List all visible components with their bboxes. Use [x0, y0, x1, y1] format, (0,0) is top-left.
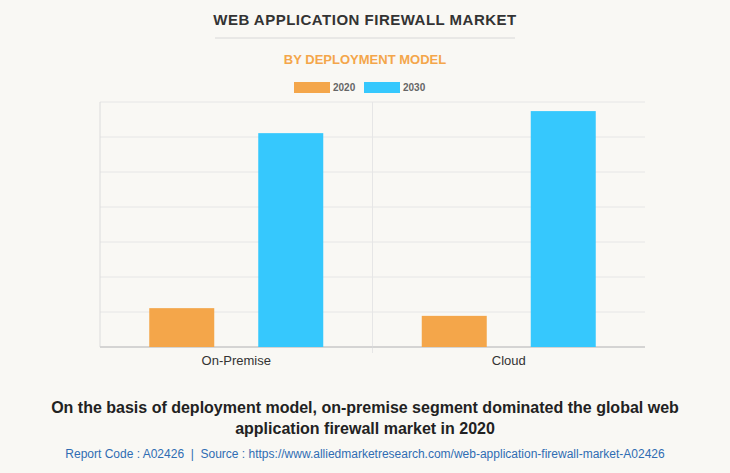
subtitle: BY DEPLOYMENT MODEL	[284, 52, 446, 67]
legend-swatch	[364, 82, 400, 93]
title-rule	[215, 38, 515, 39]
legend-label: 2030	[403, 82, 426, 93]
title: WEB APPLICATION FIREWALL MARKET	[213, 11, 517, 28]
caption: On the basis of deployment model, on-pre…	[40, 397, 690, 439]
source-note: Report Code : A02426 | Source : https://…	[0, 447, 730, 461]
legend-label: 2020	[333, 82, 356, 93]
y-axis	[100, 102, 101, 347]
bars	[149, 111, 596, 347]
bar	[531, 111, 596, 347]
x-tick-label: On-Premise	[202, 353, 271, 368]
bar	[422, 316, 487, 347]
bar	[149, 308, 214, 347]
x-tick-label: Cloud	[492, 353, 526, 368]
legend-swatch	[294, 82, 330, 93]
category-divider	[372, 102, 373, 353]
bar	[258, 133, 323, 347]
